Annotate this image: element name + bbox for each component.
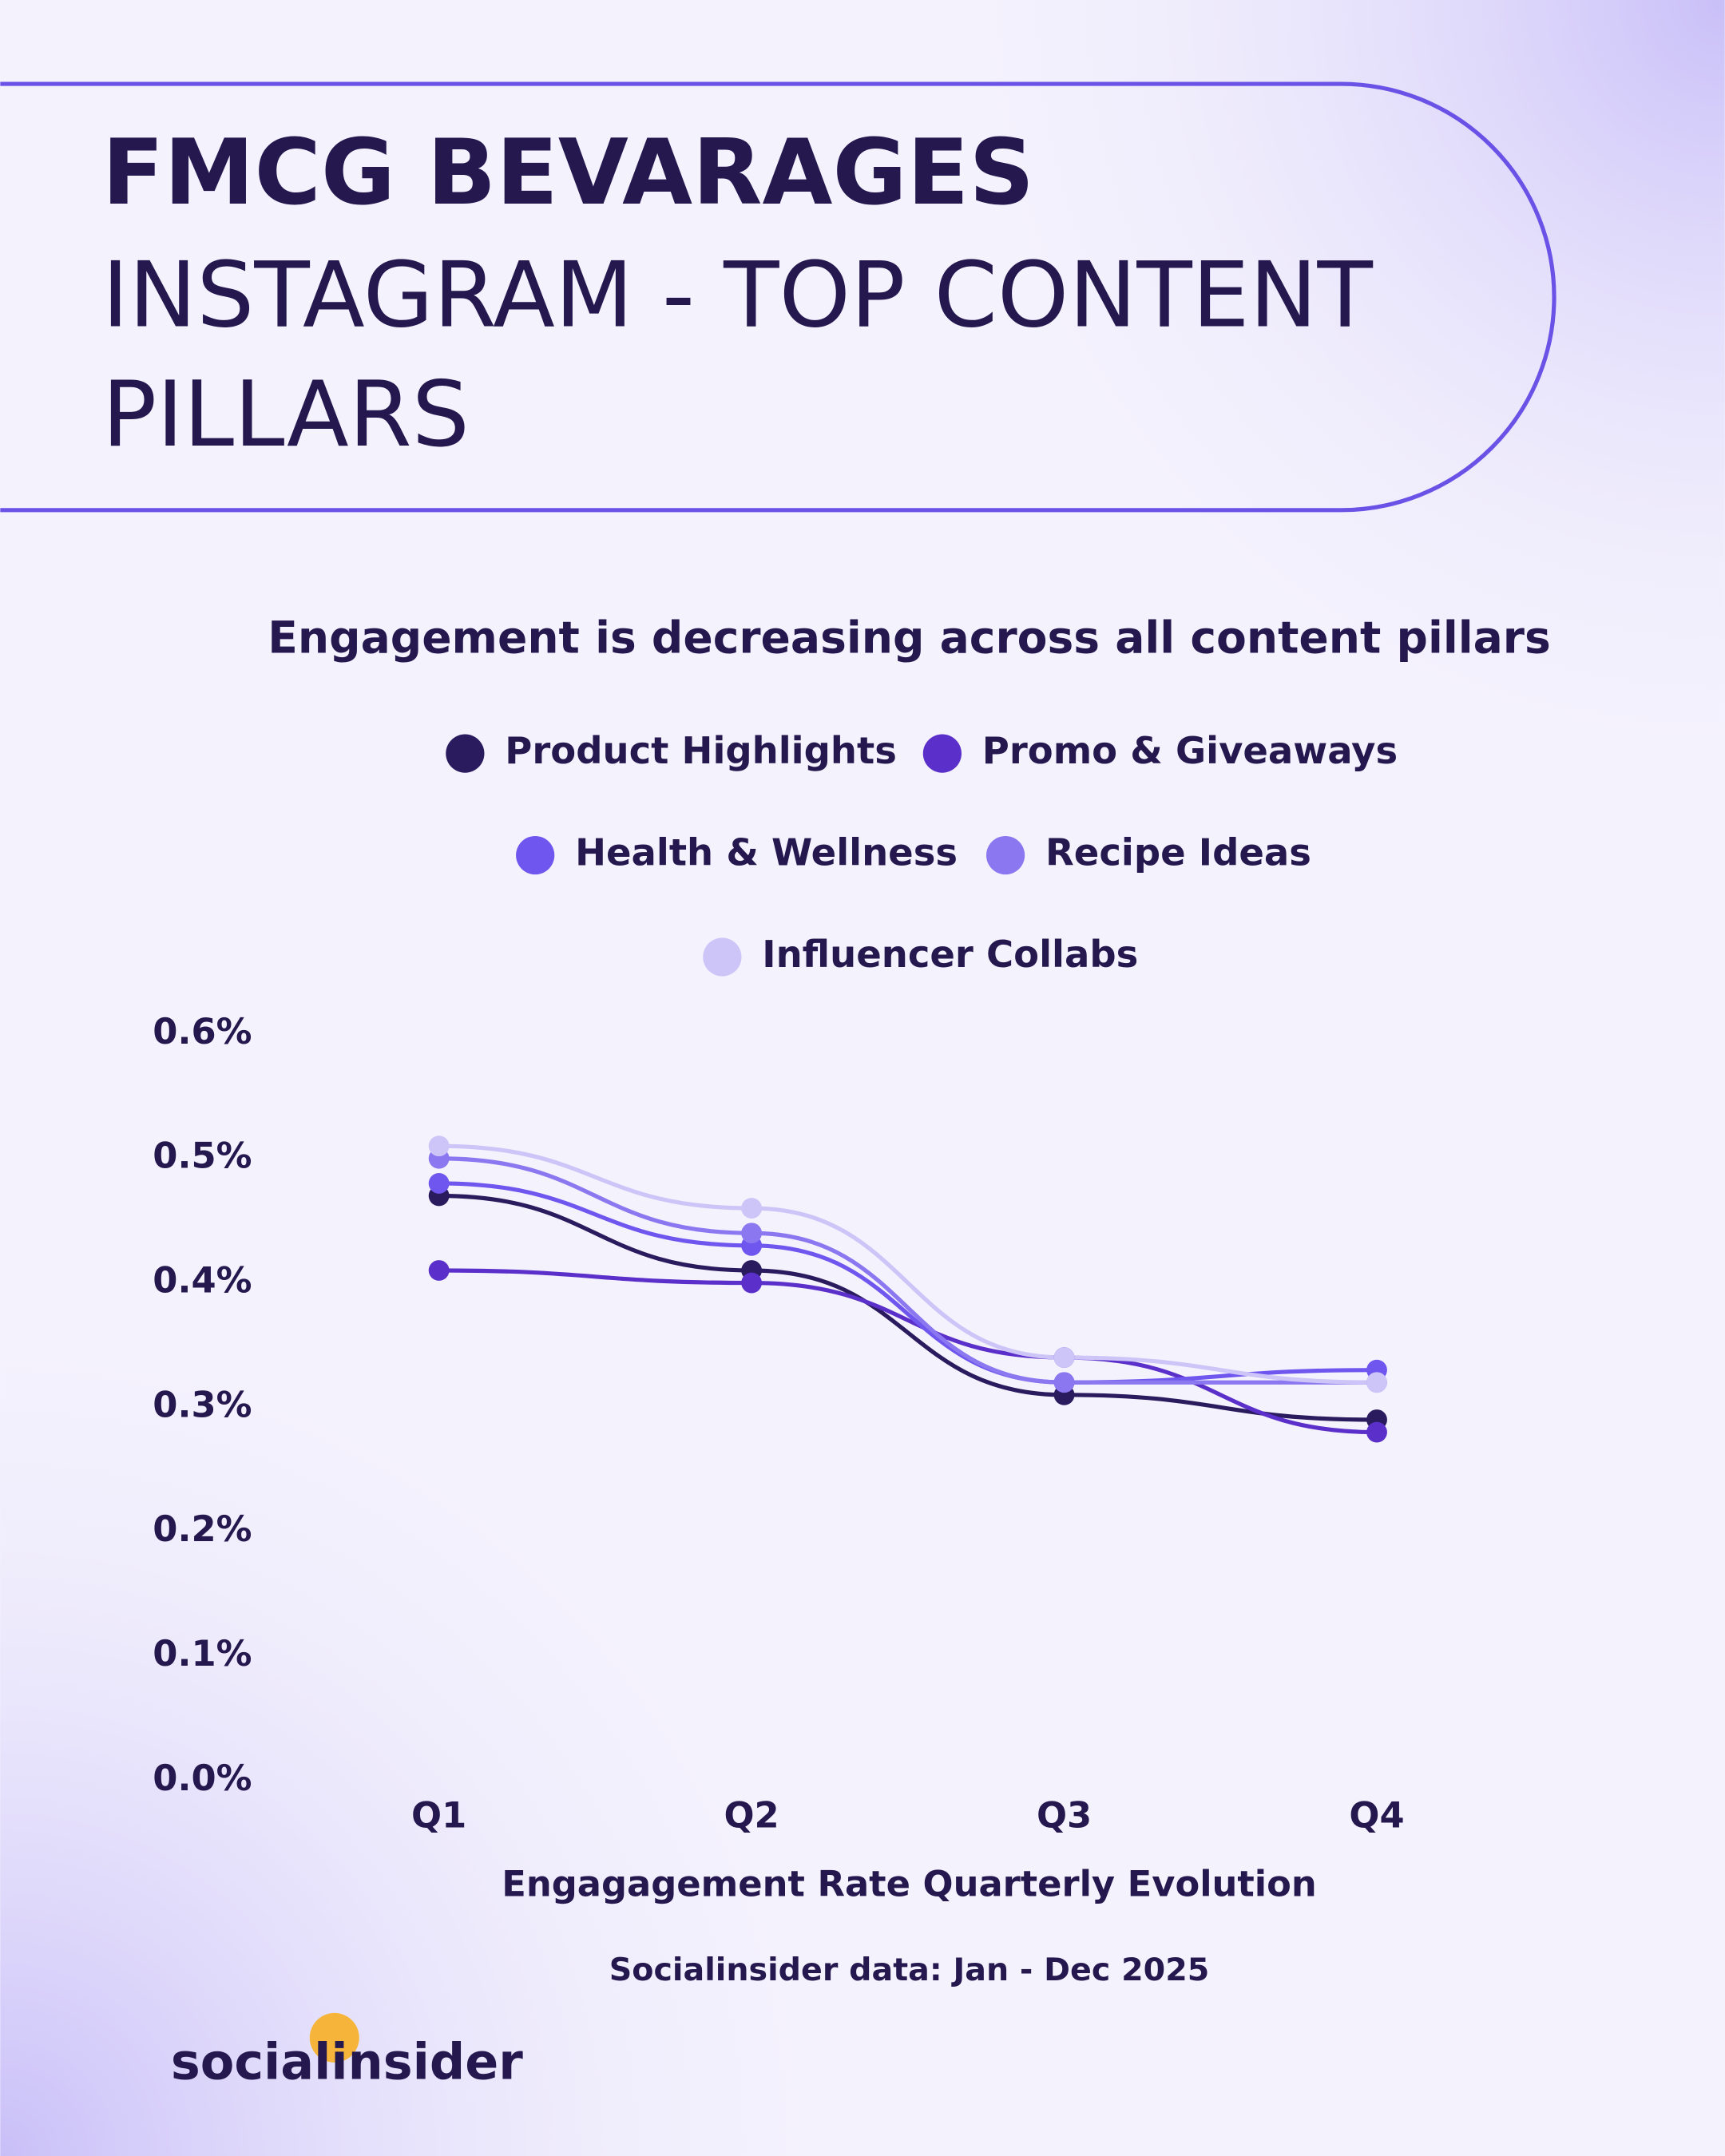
- y-tick-label: 0.5%: [153, 1135, 252, 1177]
- series-line: [438, 1193, 1378, 1422]
- data-point: [741, 1198, 763, 1219]
- data-point: [1053, 1347, 1075, 1368]
- x-tick-label: Q2: [724, 1793, 779, 1836]
- series-line: [438, 1156, 1378, 1385]
- subtitle: PILLARS: [102, 362, 470, 467]
- legend-marker: [922, 734, 962, 773]
- data-point: [428, 1260, 450, 1281]
- data-point: [1053, 1372, 1075, 1393]
- legend-label: Product Highlights: [505, 729, 897, 772]
- legend-label: Influencer Collabs: [762, 933, 1138, 976]
- legend-marker: [516, 835, 555, 875]
- header-frame: [0, 81, 1556, 513]
- logo: socialinsider: [171, 2032, 523, 2091]
- series-line: [438, 1143, 1378, 1385]
- y-tick-label: 0.1%: [153, 1632, 252, 1674]
- series-line: [438, 1181, 1378, 1385]
- x-tick-label: Q3: [1037, 1793, 1092, 1836]
- y-tick-label: 0.6%: [153, 1010, 252, 1052]
- data-point: [1366, 1372, 1387, 1393]
- title: FMCG BEVARAGES: [102, 120, 1034, 225]
- legend-label: Health & Wellness: [575, 831, 958, 874]
- source: Socialinsider data: Jan - Dec 2025: [609, 1952, 1210, 1988]
- legend-marker: [985, 835, 1025, 875]
- y-tick-label: 0.2%: [153, 1508, 252, 1550]
- x-axis-label: Engagagement Rate Quarterly Evolution: [502, 1863, 1317, 1905]
- y-tick-label: 0.4%: [153, 1259, 252, 1302]
- legend-label: Recipe Ideas: [1045, 831, 1311, 874]
- x-tick-label: Q1: [411, 1793, 466, 1836]
- x-tick-label: Q4: [1349, 1793, 1404, 1836]
- legend-marker: [446, 734, 485, 773]
- logo-icon: [309, 2012, 359, 2063]
- data-point: [741, 1223, 763, 1244]
- data-point: [428, 1135, 450, 1157]
- legend-label: Promo & Giveaways: [982, 729, 1398, 772]
- y-tick-label: 0.3%: [153, 1383, 252, 1425]
- y-tick-label: 0.0%: [153, 1757, 252, 1799]
- legend-marker: [703, 937, 742, 977]
- data-point: [741, 1272, 763, 1294]
- subtitle: INSTAGRAM - TOP CONTENT: [102, 242, 1374, 347]
- chart-title: Engagement is decreasing across all cont…: [268, 612, 1551, 664]
- data-point: [428, 1172, 450, 1194]
- data-point: [1366, 1421, 1387, 1443]
